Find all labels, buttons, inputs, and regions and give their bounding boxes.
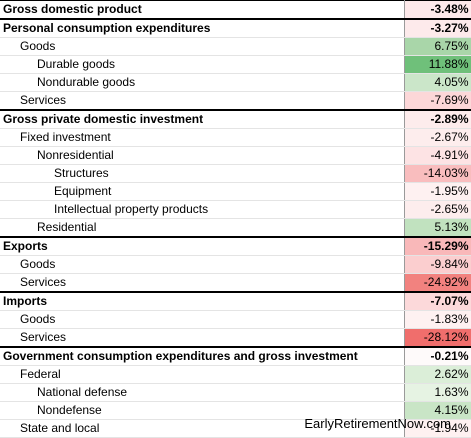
row-label: Government consumption expenditures and … [0,346,405,366]
table-row: Gross domestic product -3.48% [0,0,471,20]
row-label: Imports [0,291,405,311]
row-label: Durable goods [0,55,405,74]
row-label: Intellectual property products [0,200,405,219]
table-row: Intellectual property products -2.65% [0,200,471,219]
table-row: Government consumption expenditures and … [0,346,471,366]
table-row: Goods -1.83% [0,310,471,329]
row-value: 2.62% [404,365,471,384]
row-value: -2.89% [404,109,471,129]
brand-footer: EarlyRetirementNow.com [304,416,451,431]
row-label: Goods [0,37,405,56]
row-label: Goods [0,310,405,329]
row-label: Gross domestic product [0,0,405,20]
row-value: -7.07% [404,291,471,311]
row-value: 11.88% [404,55,471,74]
row-label: Personal consumption expenditures [0,18,405,38]
row-value: -0.21% [404,346,471,366]
row-label: National defense [0,383,405,402]
table-row: Nondurable goods 4.05% [0,73,471,92]
table-row: Durable goods 11.88% [0,55,471,74]
row-value: -2.65% [404,200,471,219]
row-label: Gross private domestic investment [0,109,405,129]
row-label: Services [0,91,405,111]
table-row: Goods 6.75% [0,37,471,56]
table-row: Exports -15.29% [0,236,471,256]
row-value: 6.75% [404,37,471,56]
row-label: Residential [0,218,405,238]
table-row: Goods -9.84% [0,255,471,274]
table-row: Federal 2.62% [0,365,471,384]
row-value: -1.95% [404,182,471,201]
row-label: Structures [0,164,405,183]
row-label: Equipment [0,182,405,201]
table-row: National defense 1.63% [0,383,471,402]
table-row: Nonresidential -4.91% [0,146,471,165]
row-label: Goods [0,255,405,274]
row-value: 4.05% [404,73,471,92]
table-row: Equipment -1.95% [0,182,471,201]
table-row: Imports -7.07% [0,291,471,311]
row-value: -24.92% [404,273,471,293]
row-value: -3.48% [404,0,471,20]
table-row: Personal consumption expenditures -3.27% [0,18,471,38]
table-row: Nondefense 4.15% [0,401,471,420]
row-value: -28.12% [404,328,471,348]
row-value: 1.63% [404,383,471,402]
row-label: Nondefense [0,401,405,420]
row-value: 5.13% [404,218,471,238]
row-value: -4.91% [404,146,471,165]
table-row: Services -7.69% [0,91,471,111]
table-row: Services -24.92% [0,273,471,293]
table-row: Fixed investment -2.67% [0,128,471,147]
row-label: Federal [0,365,405,384]
row-label: Exports [0,236,405,256]
row-value: -9.84% [404,255,471,274]
row-label: Nondurable goods [0,73,405,92]
row-value: 4.15% [404,401,471,420]
row-label: Services [0,273,405,293]
row-value: -2.67% [404,128,471,147]
row-value: -7.69% [404,91,471,111]
row-value: -14.03% [404,164,471,183]
row-value: -3.27% [404,18,471,38]
table-row: Structures -14.03% [0,164,471,183]
row-label: Fixed investment [0,128,405,147]
table-row: Gross private domestic investment -2.89% [0,109,471,129]
row-label: Services [0,328,405,348]
row-value: -15.29% [404,236,471,256]
table-row: Services -28.12% [0,328,471,348]
row-value: -1.83% [404,310,471,329]
row-label: Nonresidential [0,146,405,165]
table-row: Residential 5.13% [0,218,471,238]
